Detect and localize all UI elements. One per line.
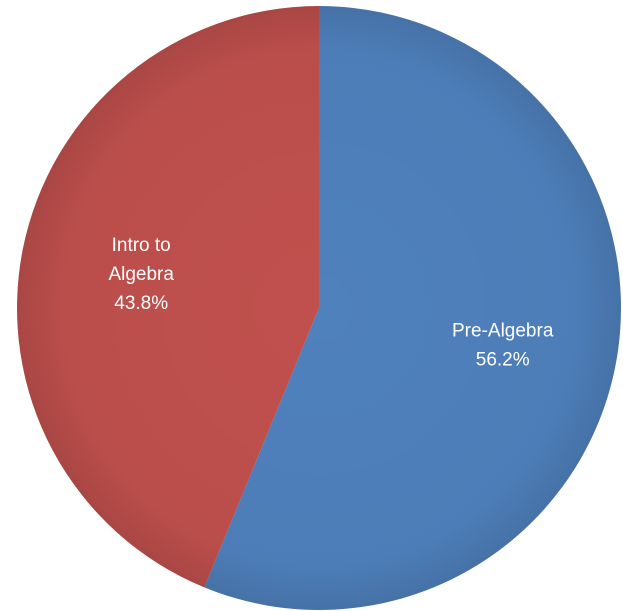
slice-percent: 43.8% (114, 293, 168, 314)
labels-layer: Pre-Algebra 56.2% Intro to Algebra 43.8% (108, 235, 553, 371)
slice-category: Intro to (112, 235, 171, 256)
slice-label-pre-algebra: Pre-Algebra 56.2% (452, 321, 554, 371)
slices-layer (17, 5, 622, 610)
slice-percent: 56.2% (476, 350, 530, 371)
slice-label-intro-to-algebra: Intro to Algebra 43.8% (108, 235, 174, 314)
slice-category: Pre-Algebra (452, 321, 554, 342)
slice-category: Algebra (108, 264, 174, 285)
